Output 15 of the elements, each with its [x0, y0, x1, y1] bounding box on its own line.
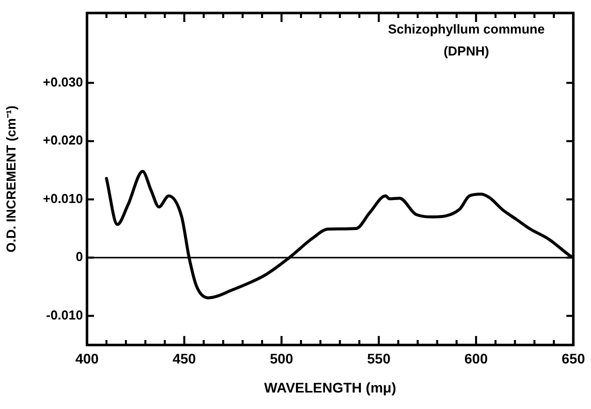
x-axis-title: WAVELENGTH (mμ): [264, 379, 396, 396]
annotation: Schizophyllum commune: [388, 22, 545, 37]
x-tick-label: 400: [75, 350, 99, 366]
y-tick-label: +0.020: [42, 132, 83, 148]
y-axis-title: O.D. INCREMENT (cm⁻¹): [3, 106, 18, 252]
annotation: (DPNH): [444, 44, 490, 59]
y-tick-label: +0.030: [42, 74, 83, 90]
y-tick-label: +0.010: [42, 190, 83, 206]
x-tick-label: 500: [270, 350, 294, 366]
x-tick-label: 550: [367, 350, 391, 366]
x-tick-label: 650: [562, 350, 586, 366]
x-tick-label: 450: [172, 350, 196, 366]
y-tick-label: -0.010: [46, 307, 83, 322]
x-tick-label: 600: [464, 350, 488, 366]
y-tick-label: 0: [76, 249, 83, 264]
